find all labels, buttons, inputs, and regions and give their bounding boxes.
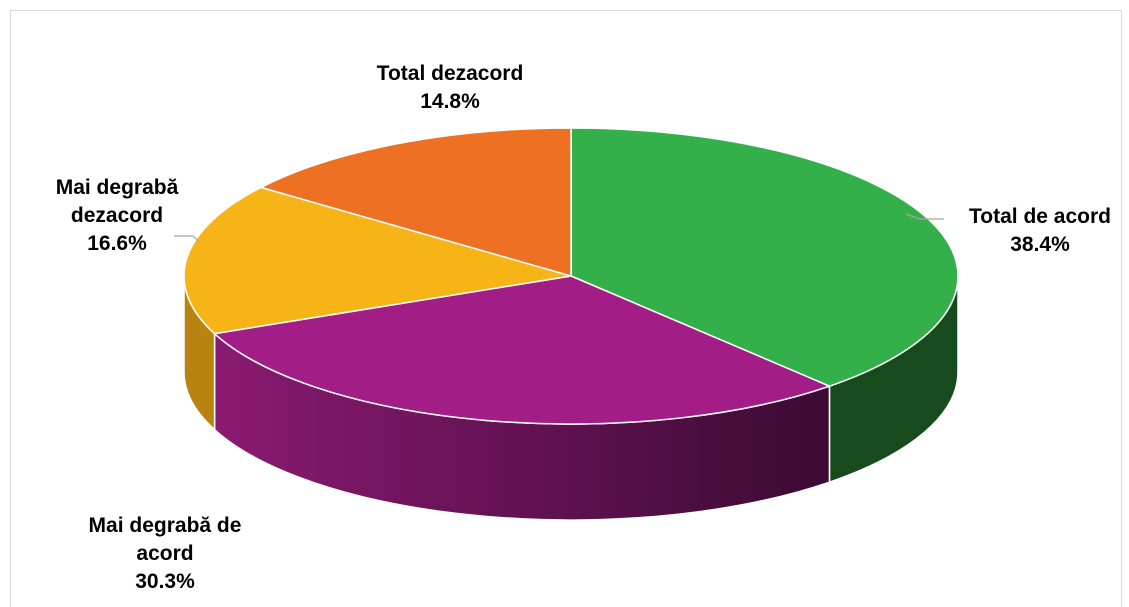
label-mai-degraba-de-acord-value: 30.3% [135, 570, 195, 593]
label-total-de-acord-name: Total de acord [969, 205, 1111, 228]
label-mai-degraba-dezacord-line1: Mai degrabă [55, 176, 179, 199]
label-total-dezacord: Total dezacord 14.8% [330, 60, 570, 116]
leader-line-total-de-acord [905, 213, 944, 220]
label-mai-degraba-dezacord: Mai degrabă dezacord 16.6% [22, 174, 212, 258]
pie-slice-total-de-acord [570, 127, 959, 387]
label-mai-degraba-de-acord-line2: acord [136, 542, 194, 565]
label-mai-degraba-de-acord-line1: Mai degrabă de [88, 514, 242, 537]
label-mai-degraba-dezacord-line2: dezacord [70, 204, 164, 227]
pie-slice-mai-degraba-dezacord [183, 186, 572, 335]
label-total-de-acord-value: 38.4% [1010, 233, 1070, 256]
label-total-dezacord-name: Total dezacord [376, 62, 524, 85]
label-total-dezacord-value: 14.8% [420, 90, 480, 113]
pie-slice-total-dezacord [258, 127, 572, 277]
leader-line-mai-degraba-dezacord [174, 235, 201, 244]
label-total-de-acord: Total de acord 38.4% [940, 203, 1129, 259]
label-mai-degraba-dezacord-value: 16.6% [87, 232, 147, 255]
label-mai-degraba-de-acord: Mai degrabă de acord 30.3% [50, 512, 280, 596]
pie-slice-mai-degraba-de-acord [212, 275, 832, 425]
